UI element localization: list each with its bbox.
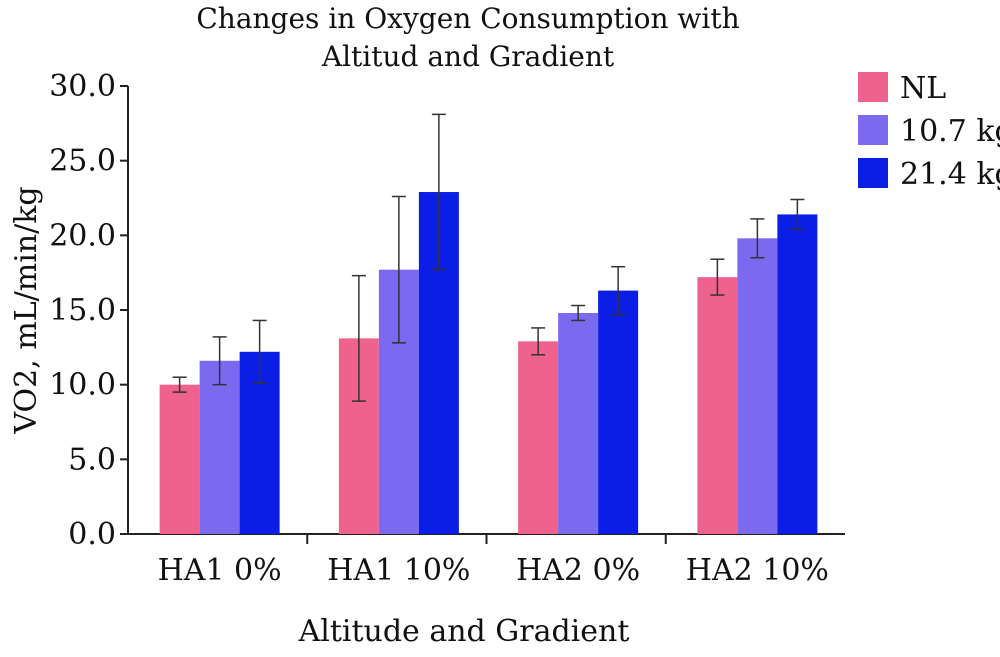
bar: [737, 238, 778, 534]
legend-swatch: [858, 72, 888, 102]
bar: [558, 312, 599, 534]
legend-label: 10.7 kg: [900, 114, 1000, 149]
x-tick-label: HA1 10%: [327, 553, 470, 588]
x-tick-label: HA1 0%: [158, 553, 282, 588]
legend-item: 21.4 kg: [858, 157, 1000, 192]
error-bar: [172, 376, 187, 393]
error-bar: [571, 304, 586, 322]
bar: [598, 290, 639, 534]
error-bar: [710, 258, 725, 296]
chart-title-line-2: Altitud and Gradient: [321, 40, 615, 73]
error-bar: [531, 327, 546, 356]
y-tick-label: 25.0: [49, 144, 116, 179]
error-bar: [431, 113, 446, 271]
y-tick-label: 20.0: [49, 218, 116, 253]
legend-label: NL: [900, 71, 946, 106]
legend: NL 10.7 kg 21.4 kg: [858, 71, 1000, 192]
bar: [518, 341, 559, 534]
error-bar: [611, 265, 626, 316]
error-bar: [750, 218, 765, 259]
y-axis-label: VO2, mL/min/kg: [9, 186, 44, 434]
x-axis-label: Altitude and Gradient: [298, 614, 630, 649]
error-bar: [212, 336, 227, 386]
error-bar: [351, 274, 366, 402]
bar: [777, 214, 818, 534]
plot-area: 0.0 5.0 10.0 15.0 20.0 25.0 30.0 HA1 0% HA1 10% H…: [49, 69, 845, 588]
error-bar: [252, 319, 267, 384]
error-bar: [790, 198, 805, 231]
y-tick-label: 30.0: [49, 69, 116, 104]
legend-item: NL: [858, 71, 946, 106]
x-tick-label: HA2 0%: [516, 553, 640, 588]
y-tick-label: 5.0: [68, 442, 116, 477]
y-tick-label: 0.0: [68, 517, 116, 552]
legend-label: 21.4 kg: [900, 157, 1000, 192]
y-tick-label: 10.0: [49, 368, 116, 403]
x-tick-label: HA2 10%: [686, 553, 829, 588]
legend-swatch: [858, 115, 888, 145]
error-bar: [391, 195, 406, 344]
legend-item: 10.7 kg: [858, 114, 1000, 149]
bar: [199, 360, 240, 534]
legend-swatch: [858, 158, 888, 188]
bar: [697, 277, 738, 534]
bar: [159, 384, 200, 534]
y-tick-label: 15.0: [49, 293, 116, 328]
chart-title-line-1: Changes in Oxygen Consumption with: [196, 2, 739, 35]
